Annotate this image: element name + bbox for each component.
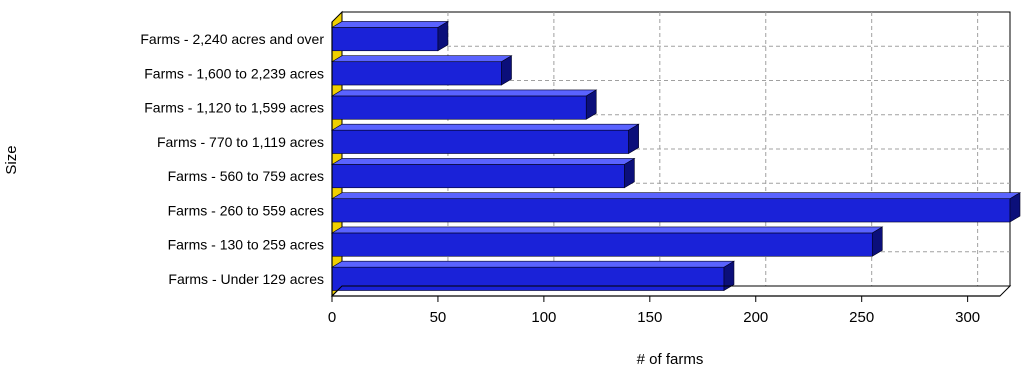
bar-side bbox=[871, 226, 883, 257]
x-tick-label: 100 bbox=[531, 309, 556, 326]
bar-top bbox=[330, 89, 598, 97]
category-label: Farms - 2,240 acres and over bbox=[140, 31, 324, 47]
bar-side bbox=[501, 55, 512, 86]
bar-top bbox=[330, 260, 736, 268]
bar-side bbox=[585, 89, 597, 120]
y-axis-title: Size bbox=[3, 145, 20, 174]
category-label: Farms - 130 to 259 acres bbox=[168, 237, 324, 253]
bar-top bbox=[330, 21, 450, 28]
x-tick-label: 250 bbox=[849, 309, 874, 326]
bar-front bbox=[331, 129, 629, 154]
bar-front bbox=[331, 232, 873, 257]
category-label: Farms - Under 129 acres bbox=[168, 271, 324, 287]
bar-front bbox=[331, 198, 1011, 223]
x-tick-label: 150 bbox=[637, 309, 662, 326]
bar-front bbox=[331, 266, 725, 291]
bar-side bbox=[437, 20, 449, 52]
bars-layer bbox=[330, 20, 1022, 292]
bar-side bbox=[1009, 192, 1021, 223]
labels-layer: Farms - 2,240 acres and over Farms - 1,60… bbox=[140, 31, 980, 326]
category-label: Farms - 560 to 759 acres bbox=[168, 168, 324, 184]
category-label: Farms - 770 to 1,119 acres bbox=[157, 134, 324, 150]
x-tick-label: 200 bbox=[743, 309, 768, 326]
bar-front bbox=[331, 164, 625, 189]
x-axis-title: # of farms bbox=[637, 351, 704, 368]
bar-side bbox=[624, 157, 635, 189]
bar-front bbox=[331, 61, 502, 86]
category-label: Farms - 1,600 to 2,239 acres bbox=[144, 65, 324, 81]
axis-layer bbox=[330, 22, 1012, 302]
bar-front bbox=[331, 27, 439, 52]
bar-top bbox=[330, 123, 640, 131]
x-tick-label: 300 bbox=[955, 309, 980, 326]
bar-top bbox=[330, 226, 884, 234]
x-tick-label: 50 bbox=[430, 309, 447, 326]
bar-side bbox=[723, 260, 735, 292]
bar-side bbox=[628, 123, 639, 155]
bar-top bbox=[330, 192, 1022, 200]
bar-top bbox=[330, 158, 636, 165]
x-tick-label: 0 bbox=[328, 309, 336, 326]
category-label: Farms - 1,120 to 1,599 acres bbox=[144, 100, 324, 116]
bar-top bbox=[330, 55, 513, 63]
bar-front bbox=[331, 95, 587, 120]
category-label: Farms - 260 to 559 acres bbox=[168, 202, 324, 218]
